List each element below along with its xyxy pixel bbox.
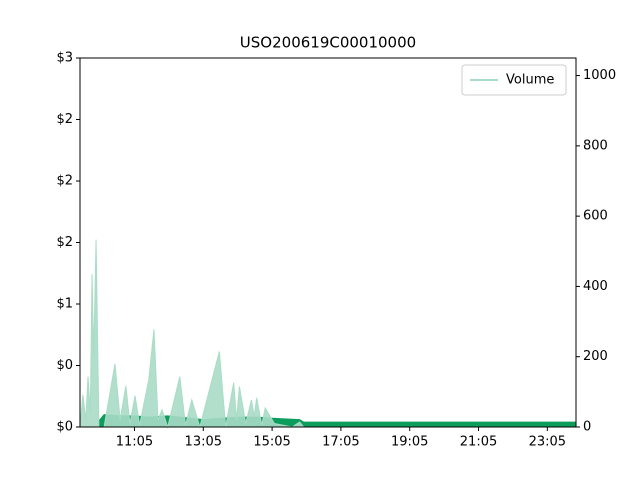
legend-label: Volume <box>506 73 554 88</box>
chart-title: USO200619C00010000 <box>240 34 416 52</box>
x-tick-label: 19:05 <box>391 435 428 450</box>
x-tick-label: 15:05 <box>253 435 290 450</box>
y2-tick-label: 400 <box>583 279 608 294</box>
y-tick-label: $0 <box>56 358 73 373</box>
y2-tick-label: 1000 <box>583 68 616 83</box>
y2-tick-label: 600 <box>583 209 608 224</box>
y-tick-label: $3 <box>56 51 73 66</box>
y2-tick-label: 200 <box>583 349 608 364</box>
y-tick-label: $1 <box>56 297 73 312</box>
area <box>79 239 576 429</box>
legend-box <box>461 64 567 96</box>
y2-tick-label: 0 <box>583 420 591 435</box>
y-tick-label: $2 <box>56 174 73 189</box>
x-tick-label: 11:05 <box>116 435 153 450</box>
y-tick-label: $2 <box>56 235 73 250</box>
y-tick-label: $2 <box>56 112 73 127</box>
y2-tick-label: 800 <box>583 138 608 153</box>
x-tick-label: 13:05 <box>185 435 222 450</box>
x-tick-label: 23:05 <box>529 435 566 450</box>
x-tick-label: 17:05 <box>322 435 359 450</box>
x-tick-label: 21:05 <box>460 435 497 450</box>
y-tick-label: $0 <box>56 420 73 435</box>
